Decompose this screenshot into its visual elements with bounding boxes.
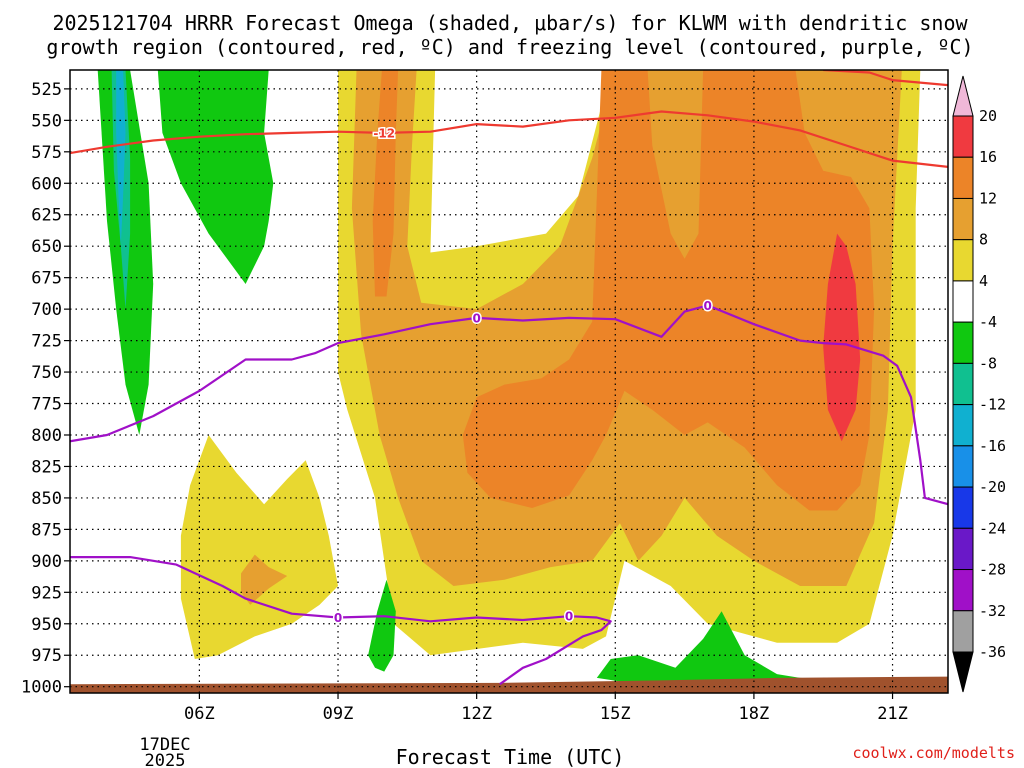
- y-tick-label: 825: [31, 457, 62, 477]
- y-tick-label: 800: [31, 426, 62, 446]
- colorbar-band: [952, 156, 974, 199]
- colorbar-band: [952, 280, 974, 323]
- colorbar-band: [952, 197, 974, 241]
- freezing-level-low: [70, 555, 612, 686]
- colorbar-label: -16: [979, 437, 1006, 455]
- colorbar-label: 4: [979, 272, 988, 290]
- plot-frame: [69, 69, 949, 694]
- label-minus12: -12: [373, 126, 395, 140]
- x-tick-label: 18Z: [739, 704, 770, 724]
- colorbar-label: -28: [979, 561, 1006, 579]
- y-tick-label: 775: [31, 395, 62, 415]
- plot-inner: -12 0 0 0 0: [70, 70, 948, 693]
- colorbar-band: [952, 445, 974, 488]
- y-tick-label: 675: [31, 269, 62, 289]
- colorbar-label: -12: [979, 396, 1006, 414]
- label-zero-1: 0: [472, 311, 480, 325]
- colorbar-label: -24: [979, 519, 1006, 537]
- chart-title-line1: 2025121704 HRRR Forecast Omega (shaded, …: [52, 11, 968, 35]
- colorbar-band: [952, 404, 974, 447]
- y-tick-label: 950: [31, 615, 62, 635]
- colorbar-label: 8: [979, 231, 988, 249]
- y-tick-label: 1000: [21, 678, 62, 698]
- colorbar-band: [952, 321, 974, 364]
- label-zero-3: 0: [334, 611, 342, 625]
- date-label-day: 17DEC: [139, 735, 190, 755]
- dendritic-minus12-a: [70, 110, 948, 168]
- x-tick-label: 21Z: [877, 704, 908, 724]
- y-tick-label: 550: [31, 111, 62, 131]
- chart-title-line2: growth region (contoured, red, ºC) and f…: [46, 35, 973, 59]
- y-tick-label: 725: [31, 332, 62, 352]
- y-tick-label: 525: [31, 80, 62, 100]
- terrain: [70, 676, 948, 693]
- colorbar-band: [952, 486, 974, 529]
- colorbar-band: [952, 239, 974, 282]
- colorbar-label: 12: [979, 189, 997, 207]
- colorbar-label: -20: [979, 478, 1006, 496]
- omega-neg12to16-west: [116, 70, 126, 247]
- omega-12to16-east: [462, 70, 875, 511]
- credit-text: coolwx.com/modelts: [852, 744, 1015, 762]
- omega-neg4to8-small: [368, 579, 396, 672]
- x-axis-label: Forecast Time (UTC): [396, 745, 625, 768]
- colorbar-label: -32: [979, 602, 1006, 620]
- colorbar-label: -36: [979, 643, 1006, 661]
- colorbar-band: [952, 569, 974, 612]
- colorbar-band: [952, 115, 974, 158]
- omega-4to8-low: [180, 435, 338, 659]
- freezing-level-main: [70, 304, 948, 506]
- y-tick-label: 875: [31, 520, 62, 540]
- x-tick-label: 06Z: [184, 704, 215, 724]
- x-tick-label: 12Z: [461, 704, 492, 724]
- omega-16to20-core: [823, 233, 861, 442]
- omega-neg4to8-sfc: [596, 611, 847, 685]
- colorbar: 20 16 12 8 4 -4 -8 -12 -16 -20 -24 -28 -32 -36: [952, 75, 1006, 693]
- omega-neg4to8-col2: [157, 70, 274, 284]
- colorbar-bottom-arrow: [952, 651, 974, 693]
- label-zero-4: 0: [565, 610, 573, 624]
- colorbar-label: 16: [979, 148, 997, 166]
- y-tick-label: 650: [31, 237, 62, 257]
- label-zero-2: 0: [704, 299, 712, 313]
- x-tick-label: 15Z: [600, 704, 631, 724]
- omega-12to16-west: [372, 70, 399, 297]
- date-label-year: 2025: [145, 751, 186, 768]
- colorbar-band: [952, 610, 974, 653]
- y-tick-label: 700: [31, 300, 62, 320]
- y-tick-label: 900: [31, 552, 62, 572]
- dendritic-minus12-b: [823, 70, 948, 87]
- colorbar-label: -4: [979, 313, 997, 331]
- y-tick-label: 600: [31, 174, 62, 194]
- y-tick-label: 625: [31, 206, 62, 226]
- y-tick-label: 925: [31, 583, 62, 603]
- colorbar-band: [952, 362, 974, 406]
- colorbar-band: [952, 527, 974, 571]
- y-tick-label: 850: [31, 489, 62, 509]
- plot-area: -12 0 0 0 0: [70, 70, 948, 693]
- y-tick-label: 975: [31, 646, 62, 666]
- y-tick-label: 575: [31, 143, 62, 163]
- colorbar-label: 20: [979, 107, 997, 125]
- axes: 525 550 575 600 625 650 675 700 725 750 775 800 825 8…: [21, 69, 949, 724]
- y-tick-label: 750: [31, 363, 62, 383]
- x-tick-label: 09Z: [323, 704, 354, 724]
- colorbar-top-arrow: [952, 75, 974, 117]
- colorbar-label: -8: [979, 354, 997, 372]
